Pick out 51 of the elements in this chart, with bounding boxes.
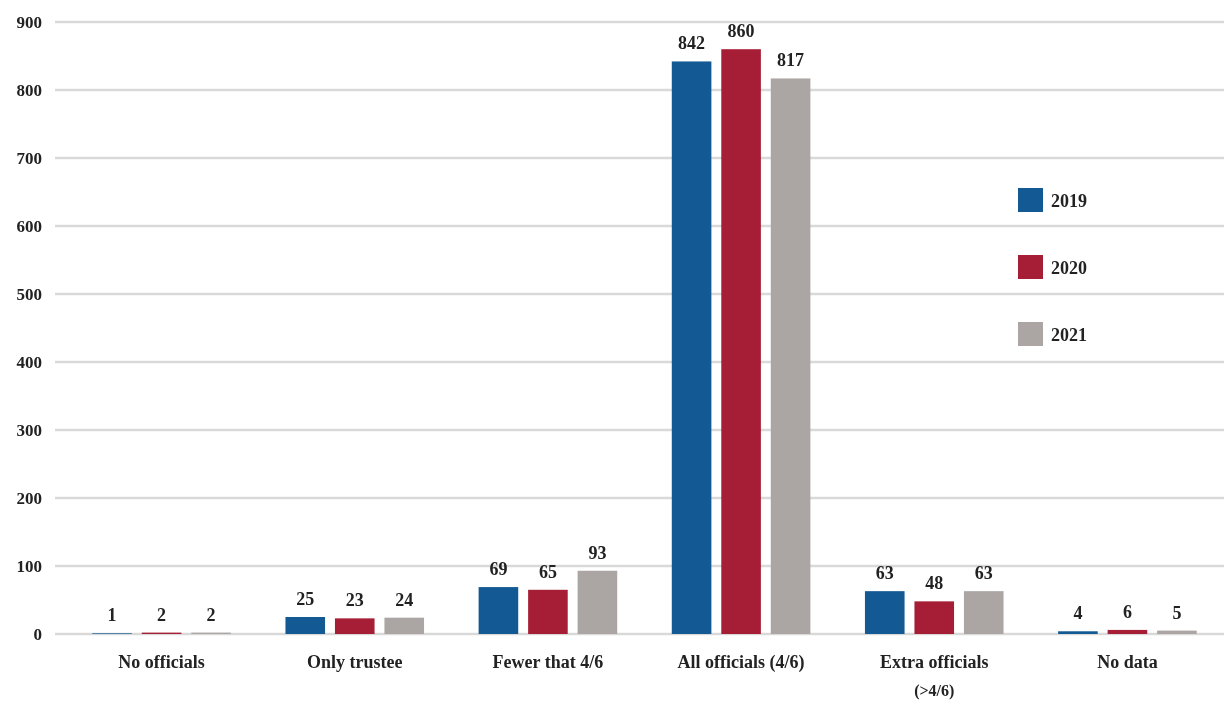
bar — [963, 591, 1004, 634]
bar — [770, 78, 811, 634]
bar — [478, 587, 519, 634]
y-tick-label: 800 — [16, 80, 42, 100]
y-tick-label: 400 — [16, 352, 42, 372]
legend-label: 2019 — [1051, 191, 1087, 211]
y-tick-label: 900 — [16, 12, 42, 32]
data-label: 93 — [588, 542, 607, 563]
x-tick-label: Extra officials (>4/6) — [880, 652, 989, 700]
bar — [864, 591, 905, 634]
x-tick-label: No officials — [118, 652, 205, 672]
y-tick-label: 300 — [16, 420, 42, 440]
x-tick-label: Only trustee — [307, 652, 403, 672]
bar — [1107, 629, 1148, 634]
y-tick-label: 700 — [16, 148, 42, 168]
y-tick-label: 100 — [16, 556, 42, 576]
y-tick-label: 200 — [16, 488, 42, 508]
data-label: 24 — [395, 589, 414, 610]
data-label: 5 — [1172, 602, 1182, 623]
bar — [671, 61, 712, 634]
data-label: 2 — [157, 604, 167, 625]
data-label: 25 — [296, 589, 315, 609]
data-label: 817 — [777, 50, 805, 71]
y-tick-label: 500 — [16, 284, 42, 304]
bar — [528, 589, 568, 634]
y-tick-label: 0 — [33, 624, 42, 644]
data-label: 69 — [489, 559, 508, 580]
bar — [285, 617, 326, 634]
bar — [914, 601, 955, 634]
data-label: 860 — [727, 21, 755, 42]
bar — [721, 49, 761, 634]
x-tick-label: No data — [1097, 652, 1158, 672]
data-label: 842 — [678, 33, 706, 54]
x-tick-label: Fewer that 4/6 — [492, 652, 604, 672]
data-label: 65 — [538, 561, 557, 582]
legend-label: 2021 — [1051, 325, 1087, 345]
bar — [577, 570, 618, 634]
data-label: 4 — [1073, 603, 1083, 624]
bar — [384, 617, 425, 634]
data-label: 1 — [107, 605, 117, 626]
data-label: 2 — [206, 604, 216, 625]
data-label: 23 — [345, 590, 364, 611]
data-label: 48 — [925, 573, 944, 594]
x-tick-label: All officials (4/6) — [677, 652, 805, 673]
data-label: 63 — [875, 563, 894, 584]
y-tick-label: 600 — [16, 216, 42, 236]
bar — [334, 618, 375, 634]
data-label: 6 — [1122, 601, 1132, 622]
data-label: 63 — [974, 563, 993, 584]
legend-label: 2020 — [1051, 258, 1087, 278]
bar — [1058, 631, 1098, 634]
